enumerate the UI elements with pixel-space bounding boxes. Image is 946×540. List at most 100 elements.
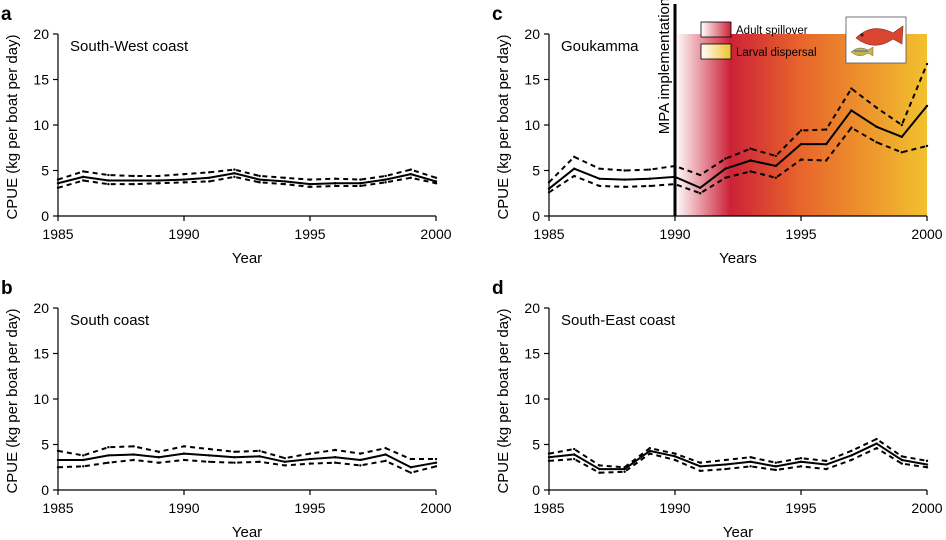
data-point-lower bbox=[434, 182, 438, 185]
data-point-upper bbox=[825, 128, 828, 131]
data-point-upper bbox=[900, 455, 903, 458]
data-point-upper bbox=[82, 454, 85, 457]
data-point-upper bbox=[547, 181, 551, 184]
data-point-lower bbox=[925, 144, 929, 148]
data-point-lower bbox=[850, 126, 853, 129]
data-point-mean bbox=[648, 177, 651, 180]
data-point-upper bbox=[283, 176, 286, 179]
data-point-lower bbox=[132, 458, 135, 462]
data-point-mean bbox=[850, 109, 853, 112]
x-tick-label: 1985 bbox=[42, 500, 73, 516]
y-tick-label: 5 bbox=[41, 437, 49, 453]
y-tick-label: 20 bbox=[524, 300, 540, 316]
data-point-mean bbox=[208, 454, 211, 457]
data-point-lower bbox=[724, 176, 727, 179]
fish-illustration bbox=[845, 16, 907, 64]
data-point-mean bbox=[434, 180, 438, 183]
data-point-lower bbox=[547, 191, 551, 194]
data-point-lower bbox=[182, 181, 186, 184]
x-tick-label: 1985 bbox=[42, 226, 73, 242]
data-point-mean bbox=[875, 125, 878, 129]
data-point-mean bbox=[359, 182, 362, 185]
data-point-lower bbox=[334, 461, 337, 464]
data-point-mean bbox=[673, 455, 677, 458]
data-point-lower bbox=[107, 182, 110, 186]
data-point-mean bbox=[233, 172, 236, 175]
data-point-lower bbox=[825, 467, 828, 471]
y-tick-label: 5 bbox=[41, 163, 49, 179]
data-point-lower bbox=[749, 465, 752, 468]
data-point-upper bbox=[308, 178, 312, 181]
data-point-upper bbox=[258, 449, 261, 453]
y-tick-label: 10 bbox=[33, 391, 49, 407]
data-point-upper bbox=[573, 447, 576, 451]
x-tick-label: 1985 bbox=[533, 226, 564, 242]
data-point-upper bbox=[925, 459, 929, 463]
data-point-lower bbox=[900, 462, 903, 465]
data-point-upper bbox=[799, 129, 803, 132]
data-point-lower bbox=[875, 141, 878, 144]
x-tick-label: 1995 bbox=[294, 226, 325, 242]
data-point-upper bbox=[774, 461, 777, 464]
y-tick-label: 20 bbox=[33, 26, 49, 42]
data-point-lower bbox=[308, 462, 312, 465]
data-point-mean bbox=[573, 167, 576, 170]
data-point-mean bbox=[157, 179, 160, 182]
y-tick-label: 20 bbox=[33, 300, 49, 316]
x-axis-label: Year bbox=[232, 250, 262, 267]
data-point-upper bbox=[107, 173, 110, 177]
data-point-upper bbox=[233, 450, 236, 453]
data-point-lower bbox=[208, 460, 211, 463]
data-point-mean bbox=[774, 164, 777, 168]
panel-letter: c bbox=[492, 4, 503, 25]
data-point-mean bbox=[925, 463, 929, 466]
panel-a: 0 5 10 15 20 1985 1990 1995 2000 Year CPUE (kg per… bbox=[1, 4, 452, 267]
x-tick-label: 2000 bbox=[911, 226, 942, 242]
data-point-lower bbox=[359, 464, 362, 467]
data-point-mean bbox=[900, 135, 903, 139]
data-point-upper bbox=[573, 155, 576, 159]
data-point-upper bbox=[359, 178, 362, 181]
data-point-lower bbox=[283, 182, 286, 186]
data-point-mean bbox=[132, 453, 135, 456]
data-point-mean bbox=[825, 142, 828, 146]
data-point-upper bbox=[208, 447, 211, 451]
data-point-lower bbox=[82, 465, 85, 468]
data-point-mean bbox=[384, 453, 387, 456]
data-point-mean bbox=[283, 460, 286, 463]
data-point-mean bbox=[774, 465, 777, 468]
data-point-mean bbox=[799, 460, 803, 463]
fish-eye-icon bbox=[860, 33, 864, 37]
series-line-upper bbox=[548, 63, 928, 184]
data-point-lower bbox=[434, 465, 438, 468]
data-point-upper bbox=[699, 461, 702, 464]
data-point-mean bbox=[82, 458, 85, 462]
data-point-upper bbox=[673, 452, 677, 455]
y-tick-label: 15 bbox=[33, 346, 49, 362]
legend-swatch bbox=[700, 43, 732, 60]
y-tick-label: 0 bbox=[532, 208, 540, 224]
region-label: South coast bbox=[70, 312, 150, 329]
data-point-mean bbox=[900, 458, 903, 462]
data-point-upper bbox=[925, 62, 929, 66]
data-point-lower bbox=[598, 471, 601, 474]
data-point-mean bbox=[107, 179, 110, 182]
data-point-upper bbox=[434, 176, 438, 179]
panel-d: 0 5 10 15 20 1985 1990 1995 2000 Year CPUE (kg per… bbox=[492, 278, 943, 540]
y-tick-label: 10 bbox=[33, 117, 49, 133]
data-point-mean bbox=[724, 463, 727, 466]
data-point-mean bbox=[82, 175, 85, 179]
region-label: South-West coast bbox=[70, 38, 189, 55]
legend-label: Adult spillover bbox=[736, 25, 808, 37]
x-tick-label: 2000 bbox=[420, 500, 451, 516]
mpa-gradient-shading bbox=[675, 34, 927, 216]
data-point-lower bbox=[308, 185, 312, 189]
data-point-mean bbox=[724, 167, 727, 170]
data-point-mean bbox=[258, 455, 261, 458]
x-tick-label: 1995 bbox=[294, 500, 325, 516]
x-tick-label: 1995 bbox=[785, 500, 816, 516]
y-tick-label: 5 bbox=[532, 163, 540, 179]
data-point-upper bbox=[182, 445, 186, 448]
data-point-mean bbox=[598, 467, 601, 471]
